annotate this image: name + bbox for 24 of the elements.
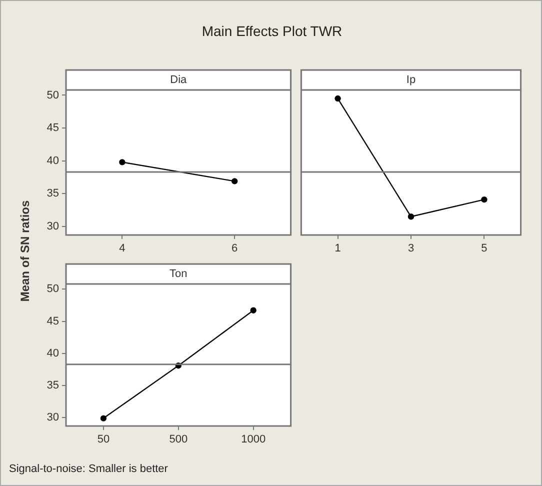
y-tick-label: 45 bbox=[46, 122, 59, 134]
y-tick-label: 40 bbox=[46, 347, 59, 360]
x-tick-label: 1 bbox=[334, 242, 341, 255]
text: Signal-to-noise: Smaller is better bbox=[9, 463, 168, 475]
x-axis-title: Ton bbox=[170, 268, 188, 280]
y-tick-label: 50 bbox=[46, 283, 59, 296]
y-tick-label: 35 bbox=[46, 380, 59, 392]
y-axis-title: Mean of SN ratios bbox=[18, 200, 32, 302]
y-tick-label: 30 bbox=[46, 220, 59, 232]
y-tick-label: 45 bbox=[46, 315, 59, 328]
x-tick-label: 50 bbox=[97, 434, 110, 446]
y-tick-label: 35 bbox=[46, 188, 59, 200]
x-tick-label: 3 bbox=[408, 242, 414, 255]
y-tick-label: 40 bbox=[46, 154, 59, 167]
x-tick-label: 4 bbox=[119, 242, 126, 255]
y-tick-label: 30 bbox=[46, 412, 59, 424]
x-tick-label: 1000 bbox=[241, 434, 266, 446]
x-tick-label: 500 bbox=[169, 434, 188, 446]
chart-title: Main Effects Plot TWR bbox=[200, 23, 344, 39]
x-tick-label: 5 bbox=[481, 242, 488, 255]
x-axis-title: Ip bbox=[406, 74, 416, 86]
y-tick-label: 50 bbox=[46, 89, 59, 102]
x-tick-label: 6 bbox=[232, 242, 238, 255]
x-axis-title: Dia bbox=[170, 74, 188, 86]
